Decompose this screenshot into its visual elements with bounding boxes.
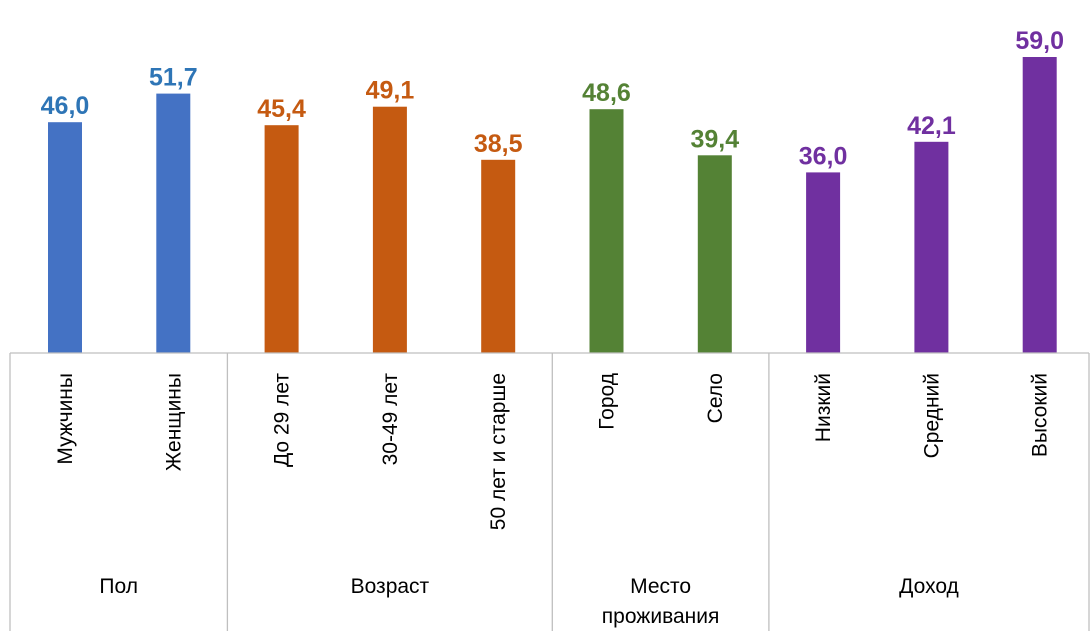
bar [806,172,841,353]
bar [914,141,949,353]
category-axis [9,352,1090,631]
group-label: Место проживания [602,575,720,628]
category-label: Город [596,373,619,430]
value-label: 36,0 [799,142,848,170]
value-label: 38,5 [474,130,523,158]
group-label-line: Пол [99,575,138,598]
group-label: Доход [899,575,959,598]
category-label: Женщины [162,373,185,471]
value-label: 49,1 [366,77,415,105]
category-label: Низкий [812,373,835,442]
category-label: Мужчины [54,373,77,465]
category-label: Средний [920,373,943,458]
bar [589,109,624,353]
category-label: Село [704,373,727,423]
group-label: Пол [99,575,138,598]
value-label: 51,7 [149,64,198,92]
bar [48,122,82,353]
bars-layer [48,57,1057,353]
bar [372,106,407,353]
group-label: Возраст [351,575,430,598]
value-label: 45,4 [257,95,306,123]
category-label: 50 лет и старше [487,373,510,530]
value-label: 39,4 [690,125,739,153]
category-labels-layer: Мужчины Женщины До 29 лет 30-49 лет 50 лет и… [54,373,1052,531]
value-labels-layer: 46,0 51,7 45,4 49,1 38,5 48,6 39,4 36,0 42,1 59,0 [41,27,1064,170]
category-label: 30-49 лет [379,373,402,466]
group-label-line: Место [630,575,691,598]
bar [697,155,732,353]
group-label-line: Доход [899,575,959,598]
bar [156,93,191,353]
bar [1022,57,1057,353]
value-label: 42,1 [907,112,956,140]
group-label-line: Возраст [351,575,430,598]
value-label: 48,6 [582,79,631,107]
value-label: 46,0 [41,92,90,120]
group-label-line: проживания [602,605,720,628]
bar [264,125,299,353]
bar [481,159,516,353]
value-label: 59,0 [1015,27,1064,55]
group-labels-layer: Пол Возраст Место проживания Доход [99,575,958,628]
category-label: До 29 лет [271,373,294,467]
category-label: Высокий [1029,373,1052,457]
